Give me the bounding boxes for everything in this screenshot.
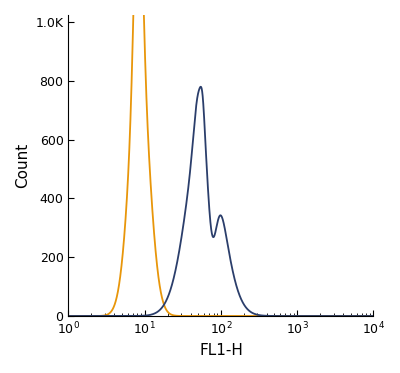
Y-axis label: Count: Count — [15, 143, 30, 188]
X-axis label: FL1-H: FL1-H — [199, 343, 243, 358]
